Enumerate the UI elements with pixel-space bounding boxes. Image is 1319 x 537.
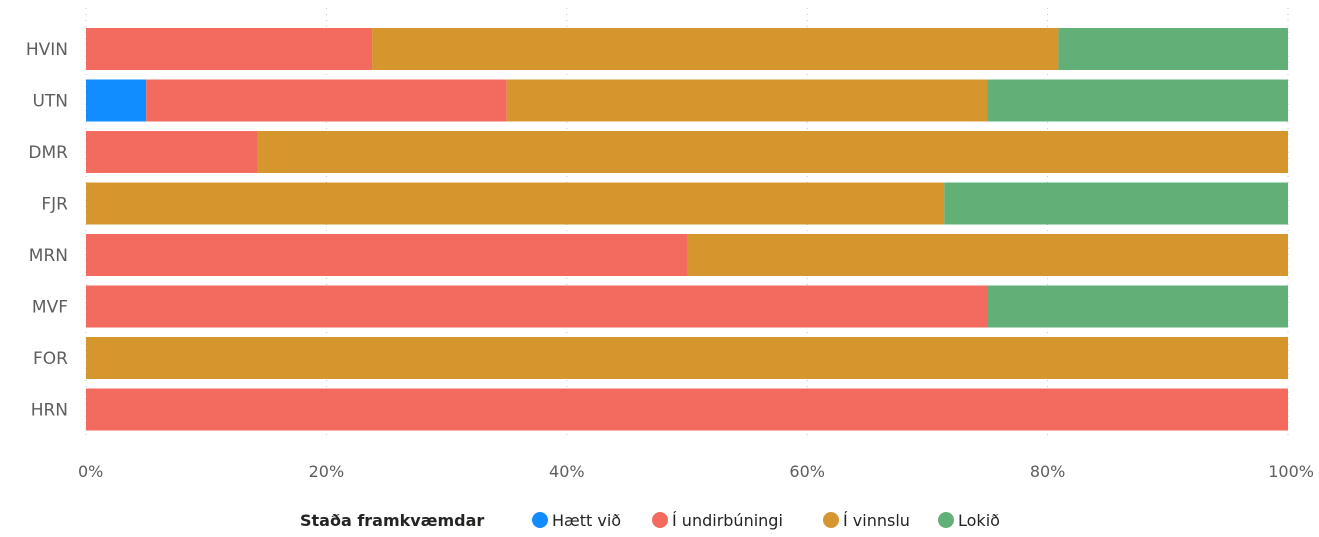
x-tick-label: 20% bbox=[309, 462, 345, 481]
category-label: HVIN bbox=[26, 40, 68, 60]
legend-item-label[interactable]: Hætt við bbox=[552, 511, 621, 530]
category-label: MRN bbox=[29, 246, 68, 266]
bar-segment[interactable] bbox=[146, 79, 507, 122]
bar-segment[interactable] bbox=[987, 79, 1289, 122]
value-axis: 0% 20% 40% 60% 80% 100% bbox=[78, 462, 1314, 481]
x-tick-label: 40% bbox=[549, 462, 585, 481]
category-label: MVF bbox=[32, 298, 68, 318]
legend-item-label[interactable]: Lokið bbox=[958, 511, 1000, 530]
x-tick-label: 80% bbox=[1030, 462, 1066, 481]
category-label: FJR bbox=[41, 195, 68, 215]
bar-segment[interactable] bbox=[86, 388, 1288, 431]
bar-segment[interactable] bbox=[86, 79, 147, 122]
bar-segment[interactable] bbox=[86, 28, 373, 70]
bar-segment[interactable] bbox=[944, 182, 1288, 225]
legend-marker[interactable] bbox=[938, 512, 954, 528]
bar-segment[interactable] bbox=[987, 285, 1289, 328]
bar-segment[interactable] bbox=[86, 182, 945, 225]
bar-segment[interactable] bbox=[506, 79, 988, 122]
bar-segment[interactable] bbox=[1058, 28, 1288, 70]
bar-segment[interactable] bbox=[86, 131, 258, 173]
legend-marker[interactable] bbox=[532, 512, 548, 528]
legend-title: Staða framkvæmdar bbox=[300, 511, 484, 530]
category-axis: HVIN UTN DMR FJR MRN MVF FOR HRN bbox=[26, 40, 68, 421]
bar-segment[interactable] bbox=[86, 234, 687, 276]
category-label: HRN bbox=[31, 401, 68, 421]
legend-marker[interactable] bbox=[823, 512, 839, 528]
bar-segment[interactable] bbox=[257, 131, 1288, 173]
legend-marker[interactable] bbox=[652, 512, 668, 528]
bar-segment[interactable] bbox=[372, 28, 1059, 70]
bar-segment[interactable] bbox=[687, 234, 1288, 276]
category-label: FOR bbox=[33, 349, 68, 369]
bar-segment[interactable] bbox=[86, 285, 988, 328]
legend[interactable]: Staða framkvæmdar Hætt við Í undirbúningi Í… bbox=[300, 511, 1000, 530]
bars-layer bbox=[86, 28, 1288, 431]
legend-item-label[interactable]: Í vinnslu bbox=[843, 511, 910, 530]
x-tick-label: 0% bbox=[78, 462, 103, 481]
category-label: DMR bbox=[28, 143, 68, 163]
legend-item-label[interactable]: Í undirbúningi bbox=[672, 511, 783, 530]
category-label: UTN bbox=[32, 92, 68, 112]
bar-segment[interactable] bbox=[86, 337, 1288, 379]
x-tick-label: 100% bbox=[1268, 462, 1314, 481]
x-tick-label: 60% bbox=[789, 462, 825, 481]
